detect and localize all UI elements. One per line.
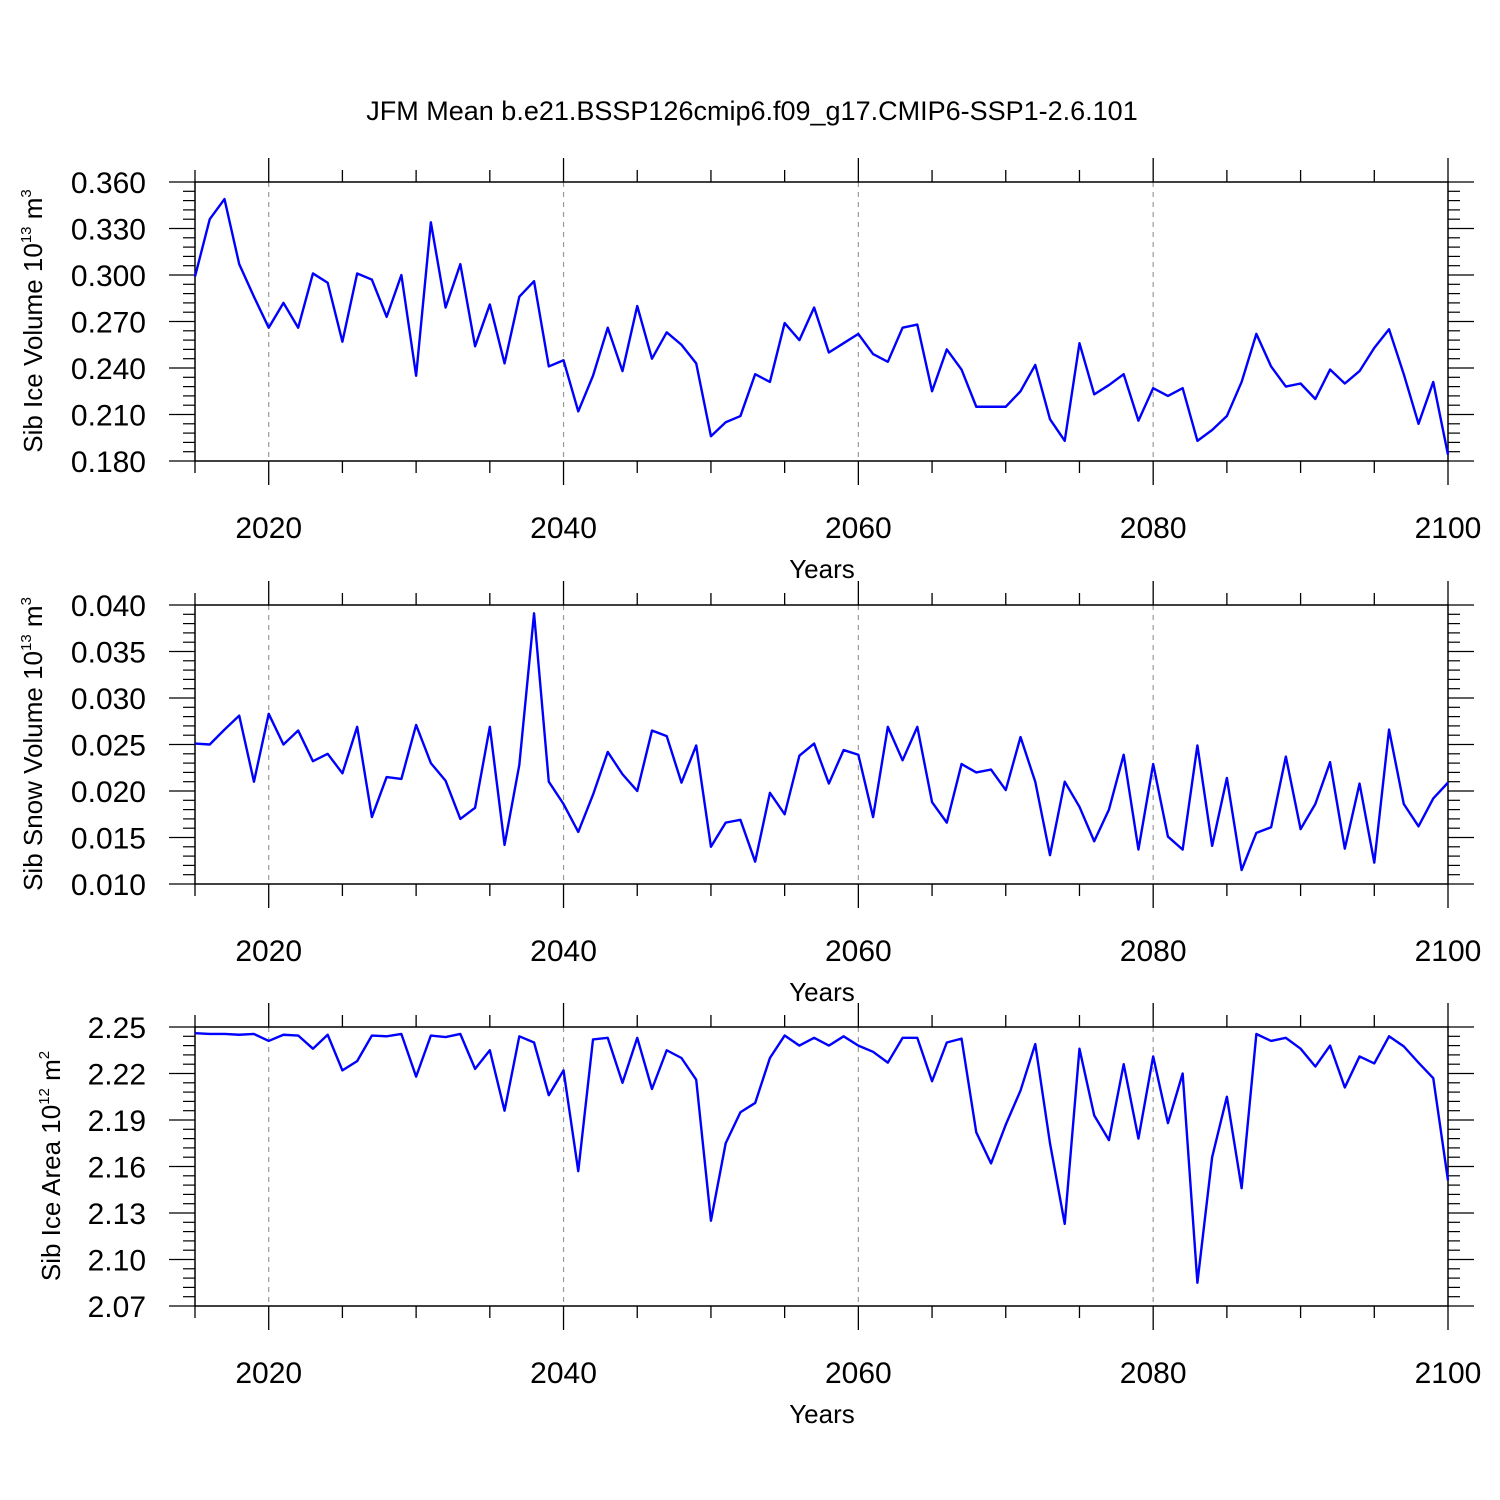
x-tick-label: 2100	[1415, 512, 1482, 545]
y-tick-label: 0.210	[71, 400, 146, 433]
plot-frame	[194, 604, 1449, 885]
sib-snow-volume-series-line	[194, 612, 1449, 872]
y-tick-label: 2.10	[88, 1245, 146, 1278]
sib-snow-volume-panel: 0.010 0.015 0.020 0.025 0.030 0.035 0.040 2020 2…	[18, 581, 1481, 1007]
y-tick-label: 2.25	[88, 1012, 146, 1045]
x-tick-label: 2060	[825, 935, 892, 968]
x-tick-label: 2080	[1120, 935, 1187, 968]
x-axis-label: Years	[789, 977, 855, 1007]
x-tick-label: 2080	[1120, 1357, 1187, 1390]
x-tick-label: 2020	[235, 935, 302, 968]
y-tick-label: 2.16	[88, 1152, 146, 1185]
x-tick-label: 2040	[530, 935, 597, 968]
y-tick-label: 2.19	[88, 1105, 146, 1138]
x-tick-label: 2100	[1415, 935, 1482, 968]
y-tick-label: 2.22	[88, 1059, 146, 1092]
y-tick-label: 0.020	[71, 776, 146, 809]
plot-frame	[194, 181, 1449, 462]
x-tick-label: 2100	[1415, 1357, 1482, 1390]
plot-frame	[194, 1026, 1449, 1307]
sib-ice-volume-series-line	[193, 197, 1450, 456]
x-tick-label: 2080	[1120, 512, 1187, 545]
sib-ice-volume-panel: 0.180 0.210 0.240 0.270 0.300 0.330 0.360 2020 2…	[18, 158, 1481, 584]
x-tick-label: 2020	[235, 1357, 302, 1390]
y-tick-label: 0.270	[71, 307, 146, 340]
y-axis-label: Sib Ice Area 1012 m2	[36, 1051, 66, 1281]
y-tick-label: 0.035	[71, 637, 146, 670]
y-tick-label: 0.030	[71, 683, 146, 716]
y-axis-label: Sib Ice Volume 1013 m3	[18, 189, 48, 453]
y-tick-label: 0.010	[71, 869, 146, 902]
y-tick-label: 0.015	[71, 823, 146, 856]
x-tick-label: 2060	[825, 512, 892, 545]
y-tick-label: 2.13	[88, 1198, 146, 1231]
figure-title: JFM Mean b.e21.BSSP126cmip6.f09_g17.CMIP…	[366, 96, 1137, 126]
x-tick-label: 2040	[530, 1357, 597, 1390]
sib-ice-area-series-line	[194, 1032, 1450, 1284]
y-tick-label: 0.330	[71, 214, 146, 247]
y-tick-label: 0.040	[71, 590, 146, 623]
x-tick-label: 2060	[825, 1357, 892, 1390]
y-tick-label: 0.360	[71, 167, 146, 200]
x-axis-label: Years	[789, 554, 855, 584]
x-tick-label: 2040	[530, 512, 597, 545]
sib-ice-area-panel: 2.07 2.10 2.13 2.16 2.19 2.22 2.25 2020 2040 2060…	[36, 1003, 1481, 1429]
y-tick-label: 0.240	[71, 353, 146, 386]
y-tick-label: 0.025	[71, 730, 146, 763]
y-tick-label: 2.07	[88, 1291, 146, 1324]
y-tick-label: 0.180	[71, 446, 146, 479]
x-axis-label: Years	[789, 1399, 855, 1429]
y-tick-label: 0.300	[71, 260, 146, 293]
y-axis-label: Sib Snow Volume 1013 m3	[18, 597, 48, 891]
x-tick-label: 2020	[235, 512, 302, 545]
